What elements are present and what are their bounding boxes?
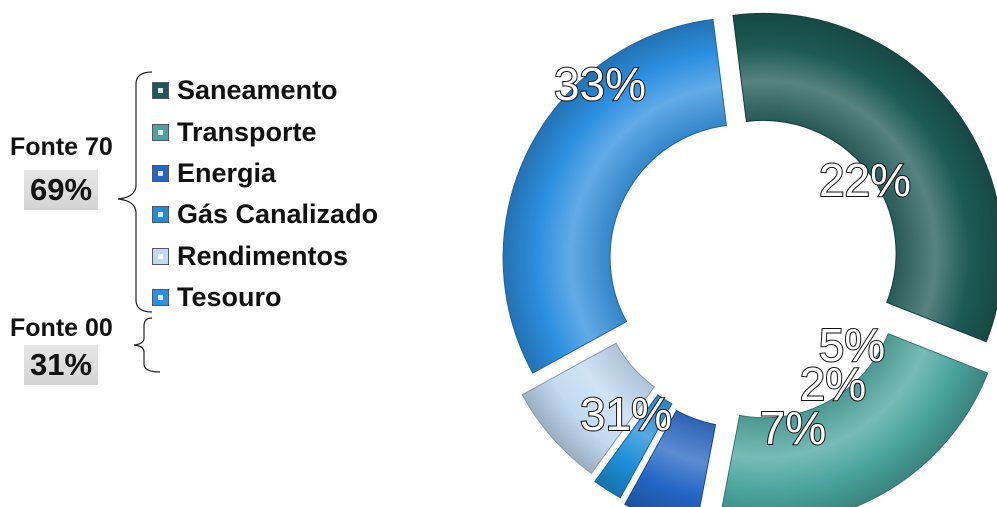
legend-swatch-tesouro bbox=[152, 289, 169, 307]
slice-saneamento bbox=[732, 12, 997, 343]
slice-tesouro bbox=[502, 18, 727, 374]
value-label-transporte: 22% bbox=[819, 154, 911, 206]
legend-label-rendimentos: Rendimentos bbox=[177, 240, 349, 271]
legend-swatch-rendimentos bbox=[152, 247, 169, 265]
legend-label-transporte: Transporte bbox=[177, 116, 317, 147]
chart-legend: Saneamento Transporte Energia Gás Canali… bbox=[152, 70, 378, 318]
value-label-rendimentos: 7% bbox=[760, 402, 826, 454]
legend-label-gas-canalizado: Gás Canalizado bbox=[177, 199, 379, 230]
fonte-70-percent: 69% bbox=[24, 170, 99, 210]
fonte-70-bracket bbox=[117, 71, 153, 313]
legend-label-energia: Energia bbox=[177, 157, 277, 188]
legend-item-transporte: Transporte bbox=[152, 111, 378, 152]
value-label-energia: 5% bbox=[819, 319, 885, 371]
donut-slices bbox=[502, 12, 997, 507]
value-label-tesouro: 31% bbox=[580, 388, 672, 440]
legend-swatch-transporte bbox=[152, 123, 169, 141]
fonte-00-label: Fonte 00 bbox=[10, 314, 113, 342]
legend-item-tesouro: Tesouro bbox=[152, 277, 378, 318]
donut-value-labels: 33% 22% 5%2%7% 31% bbox=[553, 57, 912, 455]
legend-item-rendimentos: Rendimentos bbox=[152, 236, 378, 277]
legend-swatch-gas-canalizado bbox=[152, 206, 169, 224]
slice-gas-canalizado bbox=[594, 394, 673, 499]
fonte-00-percent: 31% bbox=[24, 345, 99, 385]
fonte-70-label: Fonte 70 bbox=[10, 133, 113, 161]
value-label-saneamento: 33% bbox=[554, 58, 646, 110]
value-label-gas-canalizado: 2% bbox=[800, 358, 866, 410]
legend-item-energia: Energia bbox=[152, 153, 378, 194]
legend-swatch-energia bbox=[152, 164, 169, 182]
legend-label-tesouro: Tesouro bbox=[177, 282, 282, 313]
legend-swatch-saneamento bbox=[152, 82, 169, 100]
legend-item-gas-canalizado: Gás Canalizado bbox=[152, 194, 378, 235]
legend-label-saneamento: Saneamento bbox=[177, 75, 338, 106]
slice-transporte bbox=[721, 333, 989, 507]
legend-item-saneamento: Saneamento bbox=[152, 70, 378, 111]
fonte-00-bracket bbox=[133, 317, 161, 373]
slice-rendimentos bbox=[521, 342, 656, 475]
slice-energia bbox=[624, 409, 717, 507]
